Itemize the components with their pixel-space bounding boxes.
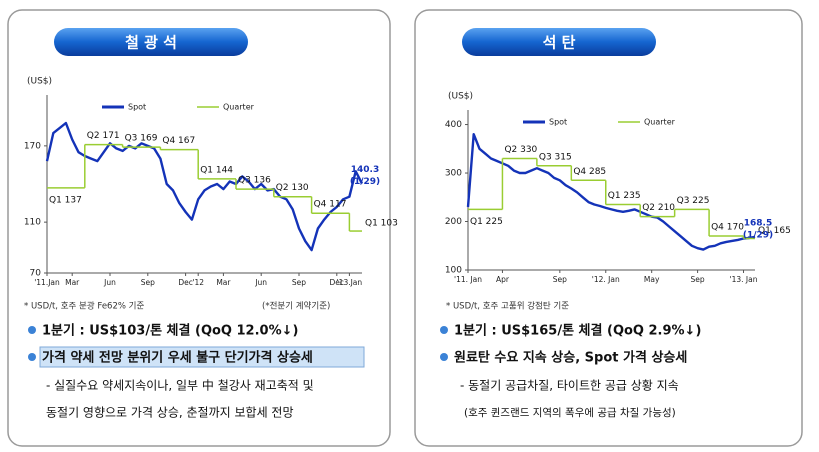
- chart-title: 석 탄: [543, 34, 576, 52]
- value-label: Q1 225: [470, 217, 503, 227]
- detail: 동절기 영향으로 가격 상승, 춘절까지 보합세 전망: [46, 406, 294, 420]
- x-tick-label: Jun: [103, 278, 116, 287]
- x-tick-label: '12. Jan: [592, 275, 620, 284]
- spot-line: [466, 133, 756, 251]
- x-tick-label: Jun: [254, 278, 267, 287]
- x-tick-label: '13.Jan: [337, 278, 363, 287]
- value-label: Q1 165: [758, 226, 791, 236]
- bullet-dot: [440, 326, 448, 334]
- y-tick-label: 200: [445, 217, 462, 227]
- y-axis-label: (US$): [448, 92, 473, 102]
- detail: - 실질수요 약세지속이나, 일부 中 철강사 재고축적 및: [46, 378, 314, 393]
- y-tick-label: 170: [24, 141, 41, 151]
- x-tick-label: '11. Jan: [454, 275, 482, 284]
- basis-note: (*전분기 계약기준): [262, 301, 330, 312]
- y-tick-label: 110: [24, 218, 41, 228]
- detail: - 동절기 공급차질, 타이트한 공급 상황 지속: [460, 379, 679, 393]
- chart-title: 철 광 석: [125, 34, 177, 52]
- value-label: Q3 136: [238, 176, 271, 186]
- value-label: Q3 225: [677, 196, 710, 206]
- x-tick-label: Dec: [330, 278, 345, 287]
- x-tick-label: Mar: [65, 278, 80, 287]
- bullet: 원료탄 수요 지속 상승, Spot 가격 상승세: [454, 350, 687, 366]
- title-pill: [54, 28, 248, 56]
- y-tick-label: 400: [445, 120, 462, 130]
- value-label: Q4 117: [314, 200, 347, 210]
- x-tick-label: Sep: [141, 278, 155, 287]
- value-label: Q1 235: [608, 191, 641, 201]
- legend-label: Spot: [128, 103, 146, 112]
- value-label: Q2 130: [276, 183, 309, 193]
- panel-box: [414, 9, 803, 447]
- value-label: Q4 170: [711, 223, 744, 233]
- x-tick-label: '11.Jan: [34, 278, 60, 287]
- x-tick-label: Mar: [216, 278, 231, 287]
- bullet-dot: [28, 353, 36, 361]
- bullet: 1분기 : US$165/톤 체결 (QoQ 2.9%↓): [454, 323, 701, 339]
- value-label: Q2 210: [642, 203, 675, 213]
- panel-box: [7, 9, 391, 447]
- annotation: (1/29): [743, 230, 773, 240]
- value-label: Q3 169: [125, 134, 158, 144]
- y-axis-label: (US$): [27, 77, 52, 87]
- x-tick-label: '13. Jan: [730, 275, 758, 284]
- detail: (호주 퀸즈랜드 지역의 폭우에 공급 차질 가능성): [464, 407, 676, 419]
- annotation: (1/29): [350, 177, 380, 187]
- spot-line: [45, 121, 364, 252]
- x-tick-label: Sep: [292, 278, 306, 287]
- value-label: Q1 137: [49, 195, 82, 205]
- bullet-dot: [28, 326, 36, 334]
- highlight: [39, 346, 365, 368]
- title-pill: [462, 28, 656, 56]
- value-label: Q3 315: [539, 152, 572, 162]
- value-label: Q4 167: [162, 136, 195, 146]
- value-label: Q2 330: [504, 145, 537, 155]
- bullet: 가격 약세 전망 분위기 우세 불구 단기가격 상승세: [42, 350, 313, 366]
- value-label: Q2 171: [87, 131, 120, 141]
- value-label: Q1 144: [200, 165, 233, 175]
- value-label: Q4 285: [573, 167, 606, 177]
- bullet: 1분기 : US$103/톤 체결 (QoQ 12.0%↓): [42, 323, 298, 339]
- x-tick-label: Apr: [496, 275, 510, 284]
- x-tick-label: Sep: [691, 275, 705, 284]
- annotation: 140.3: [351, 165, 379, 175]
- unit-note: * USD/t, 호주 고품위 강점탄 기준: [446, 301, 569, 312]
- unit-note: * USD/t, 호주 분광 Fe62% 기준: [24, 301, 144, 312]
- bullet-dot: [440, 353, 448, 361]
- annotation: 168.5: [744, 218, 772, 228]
- legend-label: Quarter: [644, 118, 676, 127]
- x-tick-label: Dec: [178, 278, 193, 287]
- value-label: Q1 103: [365, 219, 398, 229]
- y-tick-label: 100: [445, 266, 462, 276]
- x-tick-label: '12: [192, 278, 204, 287]
- y-tick-label: 300: [445, 169, 462, 179]
- x-tick-label: Sep: [553, 275, 567, 284]
- legend-label: Quarter: [223, 103, 255, 112]
- legend-label: Spot: [549, 118, 567, 127]
- y-tick-label: 70: [30, 269, 42, 279]
- x-tick-label: May: [644, 275, 660, 284]
